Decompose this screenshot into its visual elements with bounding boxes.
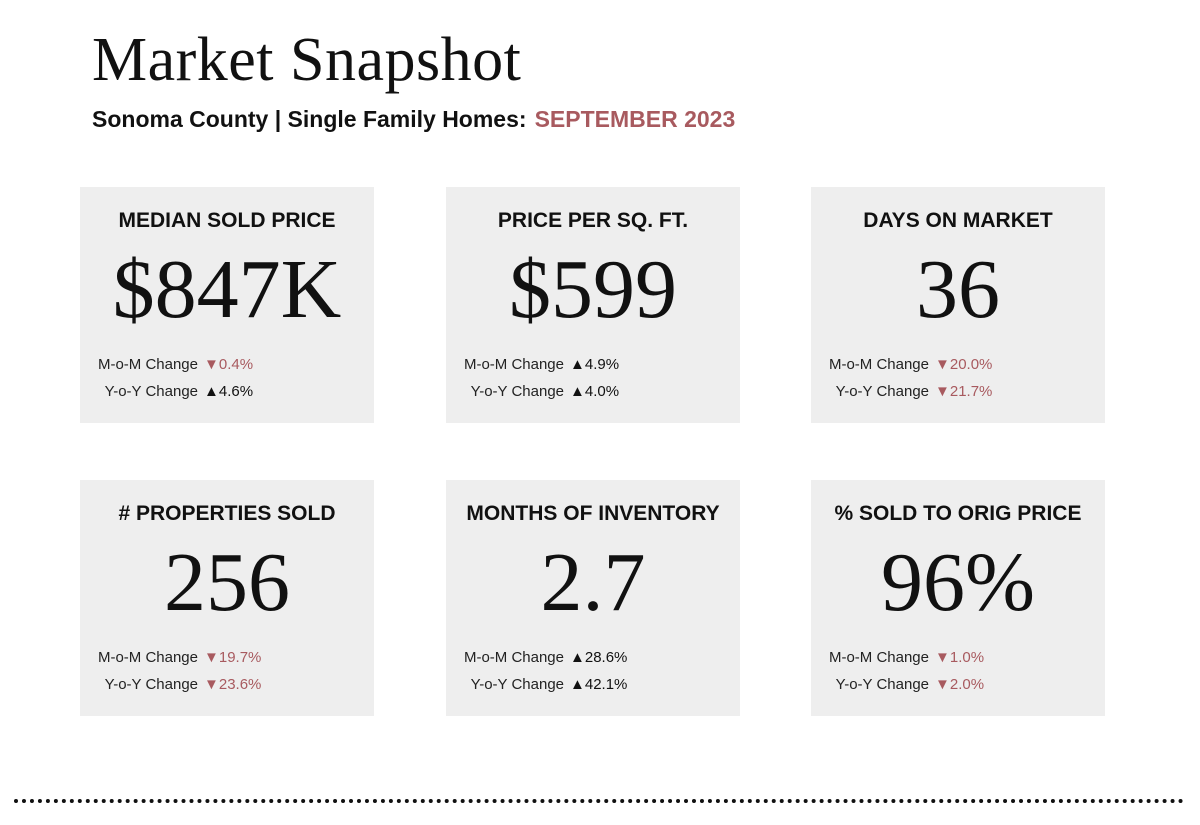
stat-card-days-on-market: DAYS ON MARKET 36 M-o-M Change ▼20.0% Y-o… [811, 187, 1105, 423]
yoy-change-label: Y-o-Y Change [835, 383, 929, 400]
yoy-change-label: Y-o-Y Change [104, 676, 198, 693]
stat-label: DAYS ON MARKET [863, 209, 1053, 232]
yoy-change-row: Y-o-Y Change ▼2.0% [811, 675, 984, 695]
yoy-change-value: ▼2.0% [935, 676, 985, 693]
yoy-change-row: Y-o-Y Change ▼23.6% [80, 675, 262, 695]
yoy-change-value: ▲4.0% [570, 383, 620, 400]
yoy-change-row: Y-o-Y Change ▲4.0% [446, 382, 619, 402]
mom-change-value: ▲4.9% [570, 356, 620, 373]
stat-value: 96% [881, 536, 1035, 629]
stat-label: % SOLD TO ORIG PRICE [834, 502, 1082, 525]
stat-value: $847K [112, 243, 342, 336]
yoy-change-value: ▲42.1% [570, 676, 628, 693]
stat-card-median-sold-price: MEDIAN SOLD PRICE $847K M-o-M Change ▼0.4… [80, 187, 374, 423]
mom-change-value: ▼19.7% [204, 649, 262, 666]
mom-change-label: M-o-M Change [828, 649, 929, 666]
mom-change-label: M-o-M Change [97, 649, 198, 666]
mom-change-label: M-o-M Change [97, 356, 198, 373]
stat-value: 2.7 [540, 536, 646, 629]
mom-change-label: M-o-M Change [828, 356, 929, 373]
mom-change-row: M-o-M Change ▲4.9% [446, 355, 619, 375]
mom-change-value: ▲28.6% [570, 649, 628, 666]
mom-change-value: ▼20.0% [935, 356, 993, 373]
mom-change-value: ▼0.4% [204, 356, 254, 373]
mom-change-label: M-o-M Change [463, 649, 564, 666]
subtitle-region: Sonoma County | Single Family Homes: [92, 106, 527, 132]
yoy-change-label: Y-o-Y Change [835, 676, 929, 693]
stat-value: $599 [509, 243, 677, 336]
mom-change-row: M-o-M Change ▲28.6% [446, 648, 627, 668]
stat-label: PRICE PER SQ. FT. [497, 209, 689, 232]
subtitle-period: SEPTEMBER 2023 [534, 106, 736, 132]
yoy-change-value: ▲4.6% [204, 383, 254, 400]
yoy-change-label: Y-o-Y Change [470, 676, 564, 693]
yoy-change-label: Y-o-Y Change [104, 383, 198, 400]
stat-label: MONTHS OF INVENTORY [466, 502, 720, 525]
mom-change-label: M-o-M Change [463, 356, 564, 373]
stat-card-price-per-sqft: PRICE PER SQ. FT. $599 M-o-M Change ▲4.9%… [446, 187, 740, 423]
yoy-change-row: Y-o-Y Change ▼21.7% [811, 382, 993, 402]
yoy-change-label: Y-o-Y Change [470, 383, 564, 400]
mom-change-row: M-o-M Change ▼19.7% [80, 648, 261, 668]
mom-change-value: ▼1.0% [935, 649, 985, 666]
page-title: Market Snapshot [92, 26, 522, 94]
stat-card-properties-sold: # PROPERTIES SOLD 256 M-o-M Change ▼19.7%… [80, 480, 374, 716]
page-subtitle: Sonoma County | Single Family Homes: SEPT… [92, 103, 735, 135]
mom-change-row: M-o-M Change ▼0.4% [80, 355, 253, 375]
yoy-change-value: ▼21.7% [935, 383, 993, 400]
yoy-change-row: Y-o-Y Change ▲4.6% [80, 382, 253, 402]
stat-label: # PROPERTIES SOLD [118, 502, 336, 525]
stat-value: 256 [164, 536, 290, 629]
yoy-change-row: Y-o-Y Change ▲42.1% [446, 675, 628, 695]
mom-change-row: M-o-M Change ▼20.0% [811, 355, 992, 375]
mom-change-row: M-o-M Change ▼1.0% [811, 648, 984, 668]
dotted-divider [14, 799, 1184, 803]
stat-value: 36 [916, 243, 1000, 336]
yoy-change-value: ▼23.6% [204, 676, 262, 693]
stat-label: MEDIAN SOLD PRICE [118, 209, 336, 232]
stat-card-months-of-inventory: MONTHS OF INVENTORY 2.7 M-o-M Change ▲28.… [446, 480, 740, 716]
stat-card-sold-to-orig-price: % SOLD TO ORIG PRICE 96% M-o-M Change ▼1.… [811, 480, 1105, 716]
